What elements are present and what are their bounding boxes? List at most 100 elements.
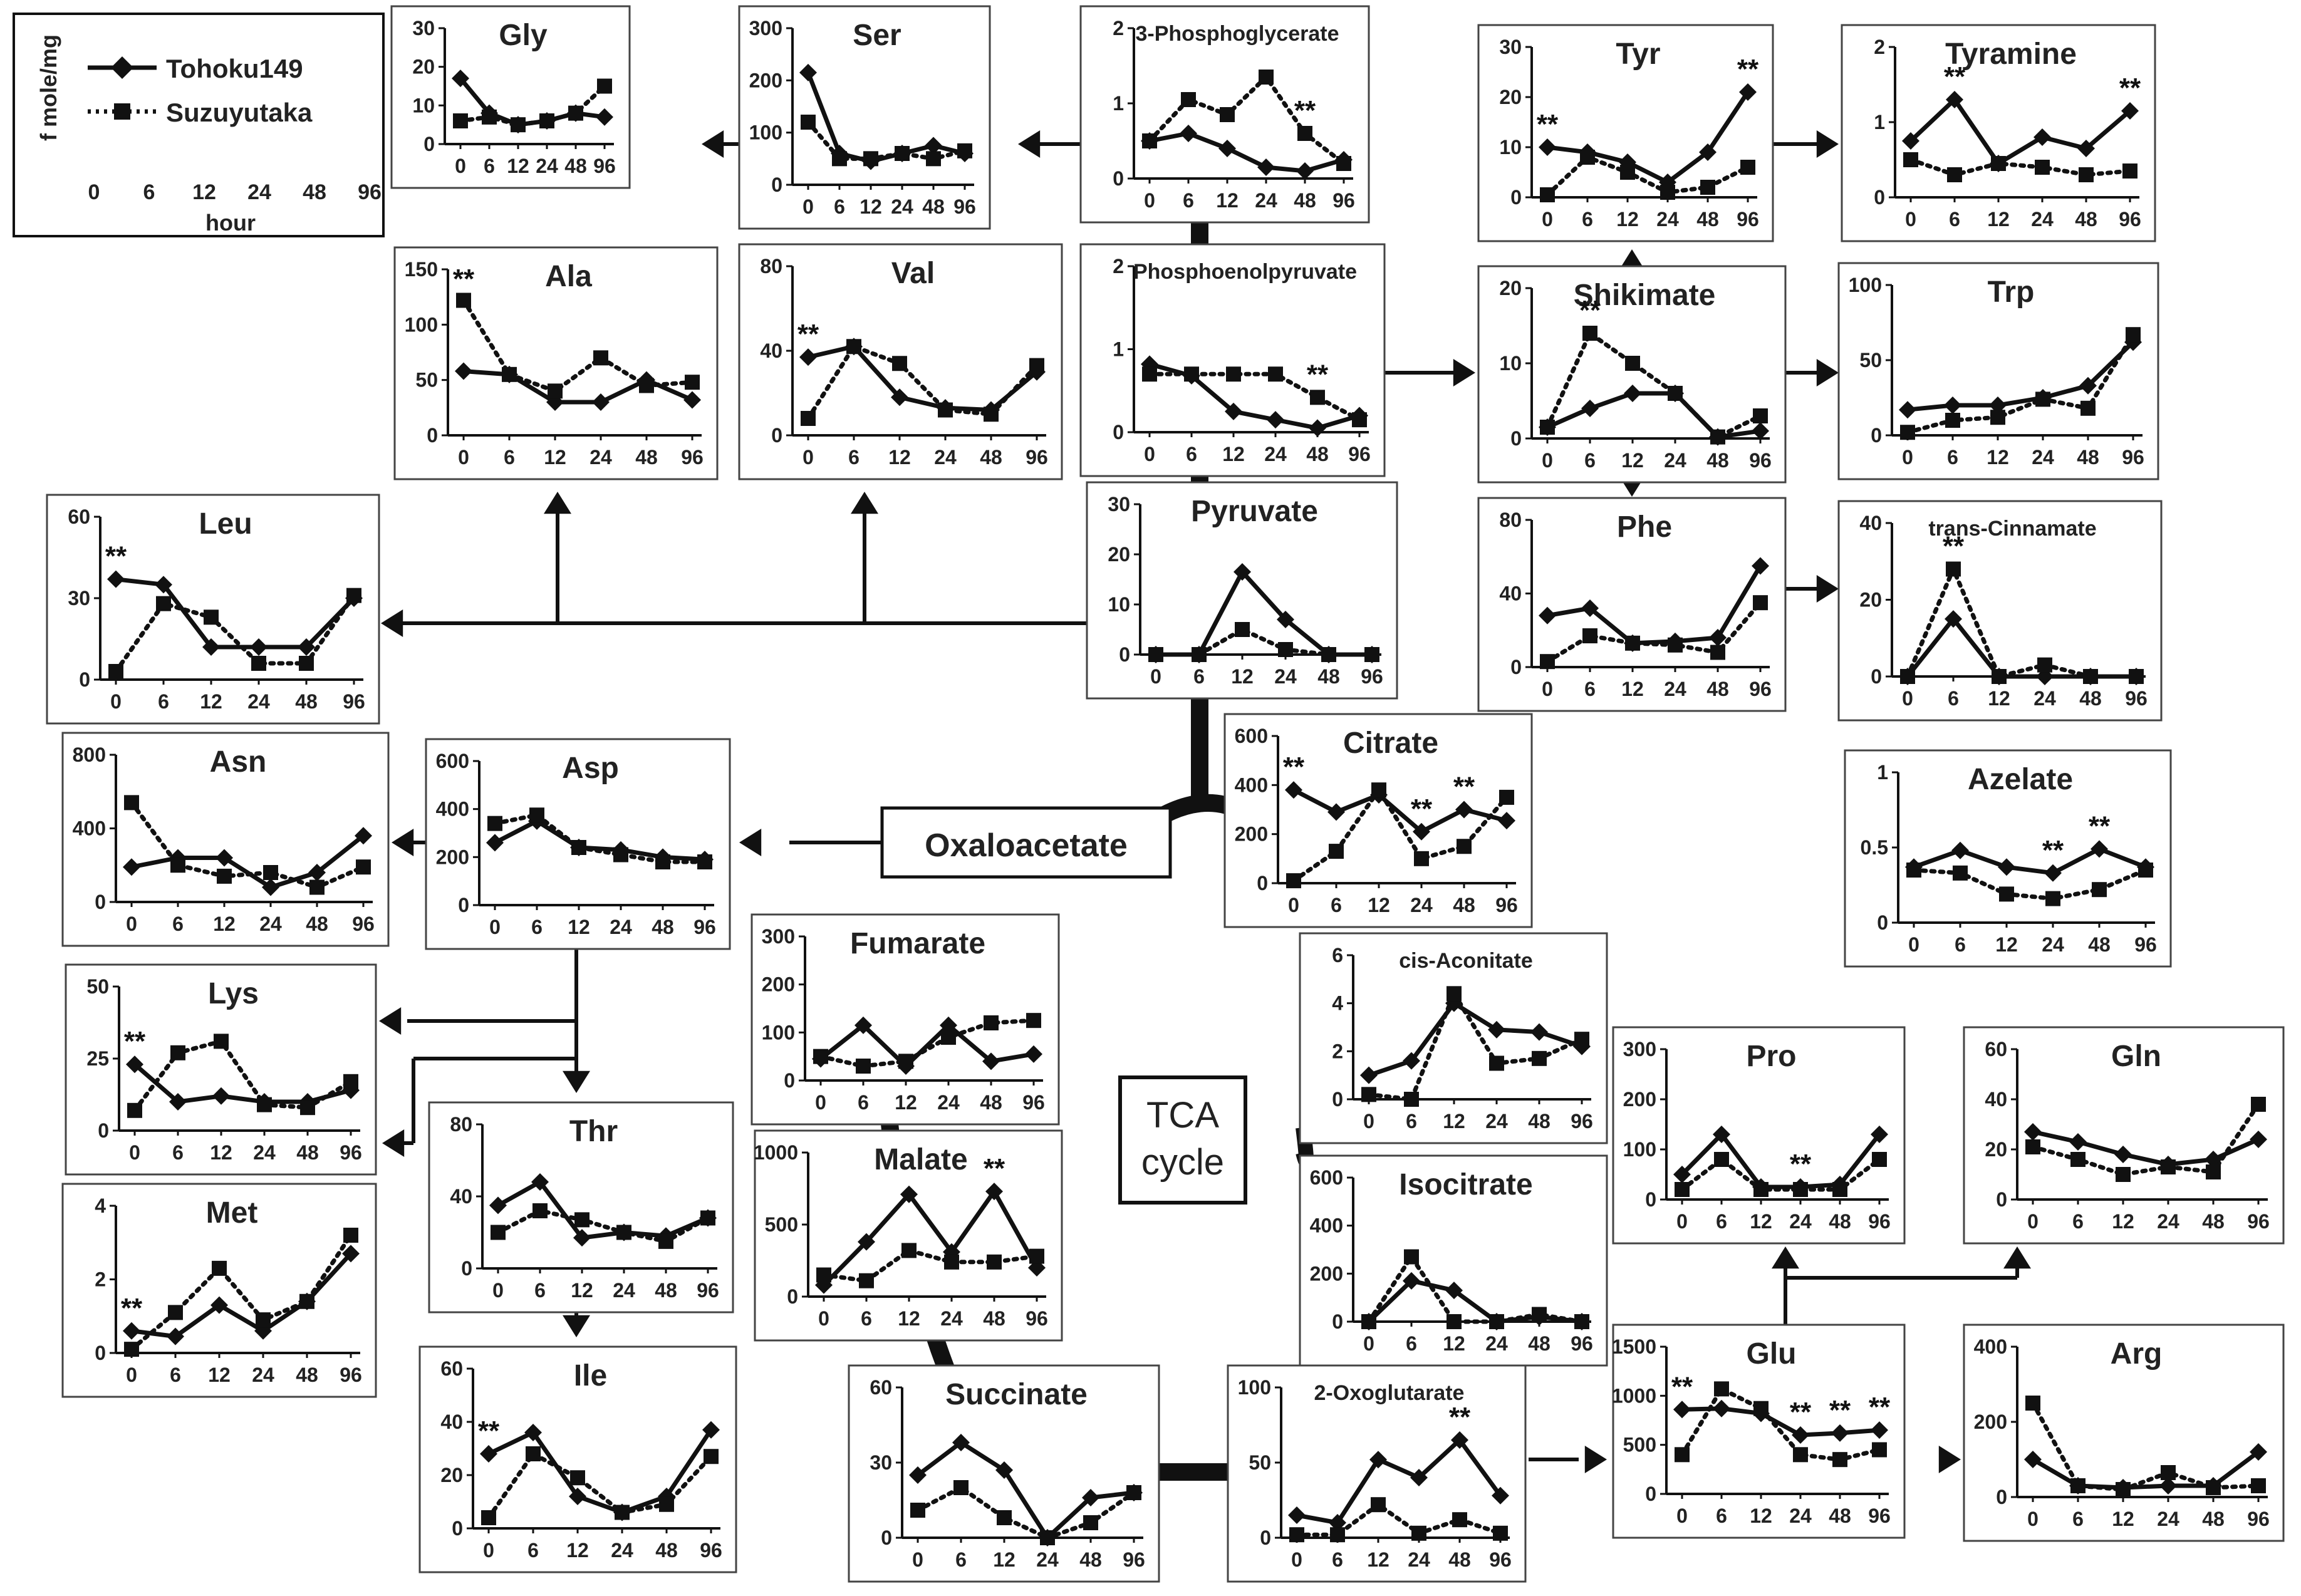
x-tick-label: 24 bbox=[1408, 1548, 1430, 1571]
x-tick-label: 96 bbox=[2119, 208, 2141, 231]
tca-label-line2: cycle bbox=[1141, 1142, 1224, 1183]
data-point-suzuyutaka bbox=[343, 1074, 358, 1089]
data-point-tohoku149 bbox=[799, 63, 817, 81]
data-point-suzuyutaka bbox=[1192, 647, 1207, 662]
chart-panel-azelate: Azelate 0 0.5 1 0 6 12 24 48 96 ** ** bbox=[1844, 749, 2172, 968]
data-point-suzuyutaka bbox=[309, 879, 325, 895]
y-tick-label: 0 bbox=[1510, 186, 1522, 209]
data-point-tohoku149 bbox=[2250, 1443, 2267, 1461]
data-point-tohoku149 bbox=[1945, 610, 1962, 628]
chart-panel-asn: Asn 0 400 800 0 6 12 24 48 96 bbox=[61, 732, 390, 947]
data-point-tohoku149 bbox=[1277, 611, 1294, 628]
data-point-tohoku149 bbox=[2079, 376, 2097, 395]
x-tick-label: 48 bbox=[980, 1091, 1002, 1114]
data-point-suzuyutaka bbox=[901, 1243, 917, 1258]
x-tick-label: 12 bbox=[1443, 1110, 1465, 1132]
data-point-suzuyutaka bbox=[1714, 1152, 1729, 1167]
data-point-suzuyutaka bbox=[511, 117, 526, 133]
x-tick-label: 24 bbox=[940, 1307, 963, 1330]
data-point-suzuyutaka bbox=[895, 146, 910, 161]
data-point-tohoku149 bbox=[1285, 781, 1302, 799]
x-tick-label: 0 bbox=[1542, 449, 1553, 472]
legend-x-tick-label: 96 bbox=[358, 180, 382, 204]
panel-title: Shikimate bbox=[1574, 279, 1716, 312]
data-point-suzuyutaka bbox=[1414, 851, 1429, 866]
arrow-to-arg-icon bbox=[1938, 1446, 1961, 1473]
data-point-tohoku149 bbox=[2114, 1146, 2132, 1163]
y-tick-label: 10 bbox=[1499, 136, 1522, 158]
data-point-suzuyutaka bbox=[482, 109, 497, 125]
y-tick-label: 2 bbox=[95, 1268, 106, 1291]
data-point-suzuyutaka bbox=[1336, 156, 1351, 171]
x-tick-label: 24 bbox=[1789, 1210, 1812, 1233]
data-point-suzuyutaka bbox=[1278, 642, 1293, 657]
x-tick-label: 12 bbox=[208, 1364, 231, 1386]
y-tick-label: 600 bbox=[1310, 1166, 1343, 1189]
panel-frame bbox=[46, 494, 380, 725]
x-tick-label: 48 bbox=[1528, 1110, 1550, 1132]
x-tick-label: 0 bbox=[802, 446, 814, 469]
data-point-suzuyutaka bbox=[1872, 1442, 1887, 1458]
x-tick-label: 6 bbox=[1716, 1505, 1727, 1527]
data-point-tohoku149 bbox=[262, 878, 279, 896]
data-point-suzuyutaka bbox=[214, 1034, 229, 1049]
data-point-suzuyutaka bbox=[124, 1342, 139, 1357]
pathway-labels: Oxaloacetate TCA cycle bbox=[880, 806, 1247, 1205]
data-point-tohoku149 bbox=[489, 1196, 507, 1215]
series-line-suzuyutaka bbox=[1911, 868, 2148, 901]
x-tick-label: 24 bbox=[2034, 687, 2056, 710]
data-point-suzuyutaka bbox=[2251, 1478, 2266, 1493]
data-point-suzuyutaka bbox=[957, 143, 972, 158]
data-point-suzuyutaka bbox=[1184, 366, 1199, 382]
data-point-suzuyutaka bbox=[548, 383, 563, 399]
arrow-to-gly-icon bbox=[702, 130, 724, 158]
data-point-suzuyutaka bbox=[1668, 637, 1683, 653]
data-point-tohoku149 bbox=[592, 393, 610, 411]
y-tick-label: 4 bbox=[1332, 992, 1343, 1015]
x-tick-label: 12 bbox=[1621, 678, 1644, 700]
data-point-suzuyutaka bbox=[2045, 891, 2060, 906]
data-point-suzuyutaka bbox=[813, 1049, 828, 1064]
data-point-suzuyutaka bbox=[1953, 865, 1968, 881]
x-tick-label: 96 bbox=[1737, 208, 1759, 231]
y-tick-label: 0 bbox=[1332, 1310, 1343, 1333]
x-tick-label: 0 bbox=[1144, 443, 1155, 465]
data-point-suzuyutaka bbox=[1660, 185, 1675, 200]
x-tick-label: 96 bbox=[1361, 665, 1383, 688]
data-point-suzuyutaka bbox=[926, 151, 941, 167]
data-point-suzuyutaka bbox=[539, 113, 554, 128]
panel-title: Ile bbox=[574, 1359, 607, 1392]
data-point-suzuyutaka bbox=[2035, 160, 2050, 175]
data-point-suzuyutaka bbox=[1404, 1249, 1419, 1265]
x-tick-label: 24 bbox=[934, 446, 957, 469]
x-tick-label: 48 bbox=[2088, 933, 2111, 956]
data-point-tohoku149 bbox=[1581, 599, 1599, 617]
data-point-suzuyutaka bbox=[1714, 1381, 1729, 1397]
x-tick-label: 6 bbox=[534, 1279, 546, 1302]
y-tick-label: 30 bbox=[1499, 36, 1522, 58]
square-marker-icon bbox=[114, 103, 130, 120]
data-point-suzuyutaka bbox=[2037, 657, 2052, 673]
chart-panel-val: Val 0 40 80 0 6 12 24 48 96 ** bbox=[738, 243, 1063, 480]
series-line-tohoku149 bbox=[822, 1187, 1039, 1287]
x-tick-label: 96 bbox=[2134, 933, 2157, 956]
y-tick-label: 0 bbox=[1113, 421, 1124, 443]
x-tick-label: 0 bbox=[1144, 189, 1155, 212]
panel-frame bbox=[754, 1129, 1063, 1342]
x-tick-label: 0 bbox=[1363, 1110, 1374, 1132]
data-point-suzuyutaka bbox=[1753, 1401, 1769, 1416]
y-tick-label: 0 bbox=[461, 1257, 472, 1280]
panel-title: cis-Aconitate bbox=[1399, 949, 1533, 973]
y-tick-label: 400 bbox=[1235, 774, 1268, 796]
y-tick-label: 40 bbox=[450, 1185, 472, 1208]
panel-frame bbox=[1227, 1364, 1527, 1583]
significance-marker: ** bbox=[1449, 1402, 1471, 1433]
data-point-suzuyutaka bbox=[1447, 1314, 1462, 1329]
data-point-suzuyutaka bbox=[1289, 1527, 1304, 1543]
legend-x-tick-label: 12 bbox=[192, 180, 216, 204]
data-point-tohoku149 bbox=[1492, 1486, 1509, 1505]
significance-marker: ** bbox=[2119, 73, 2141, 103]
legend-x-tick-label: 48 bbox=[303, 180, 326, 204]
data-point-suzuyutaka bbox=[984, 1015, 999, 1030]
